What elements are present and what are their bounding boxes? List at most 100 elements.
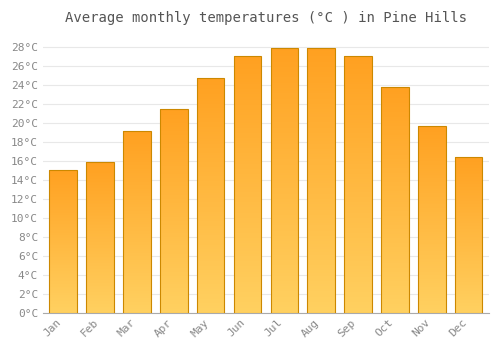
Bar — [455, 300, 482, 302]
Bar — [197, 270, 224, 273]
Bar — [418, 139, 446, 141]
Bar — [123, 245, 151, 247]
Bar — [197, 263, 224, 266]
Bar — [455, 297, 482, 299]
Bar — [308, 233, 335, 236]
Bar — [160, 258, 188, 260]
Bar — [381, 200, 408, 202]
Bar — [160, 250, 188, 252]
Bar — [455, 187, 482, 188]
Bar — [123, 267, 151, 269]
Bar — [50, 278, 77, 280]
Bar — [381, 164, 408, 166]
Bar — [344, 269, 372, 272]
Bar — [50, 281, 77, 282]
Bar — [160, 115, 188, 117]
Bar — [381, 92, 408, 94]
Bar — [308, 292, 335, 294]
Bar — [381, 139, 408, 141]
Bar — [270, 59, 298, 62]
Bar — [344, 282, 372, 285]
Bar — [270, 83, 298, 85]
Bar — [455, 227, 482, 229]
Bar — [197, 223, 224, 226]
Bar — [234, 164, 262, 166]
Bar — [123, 260, 151, 262]
Bar — [455, 239, 482, 241]
Bar — [381, 170, 408, 173]
Bar — [344, 274, 372, 277]
Bar — [86, 284, 114, 286]
Bar — [50, 230, 77, 231]
Bar — [308, 170, 335, 173]
Bar — [270, 215, 298, 217]
Bar — [418, 161, 446, 163]
Bar — [455, 274, 482, 275]
Bar — [418, 204, 446, 206]
Bar — [344, 125, 372, 128]
Bar — [234, 292, 262, 295]
Bar — [160, 160, 188, 162]
Bar — [197, 104, 224, 106]
Bar — [50, 212, 77, 214]
Bar — [160, 113, 188, 115]
Bar — [455, 221, 482, 223]
Bar — [86, 243, 114, 245]
Bar — [123, 276, 151, 278]
Bar — [50, 291, 77, 293]
Bar — [234, 305, 262, 308]
Bar — [270, 186, 298, 188]
Bar — [344, 151, 372, 154]
Bar — [344, 302, 372, 305]
Bar — [418, 268, 446, 270]
Bar — [418, 240, 446, 242]
Bar — [160, 182, 188, 184]
Bar — [308, 93, 335, 96]
Bar — [50, 267, 77, 268]
Bar — [270, 284, 298, 286]
Bar — [234, 310, 262, 313]
Bar — [50, 260, 77, 261]
Bar — [197, 153, 224, 155]
Bar — [270, 207, 298, 210]
Bar — [270, 106, 298, 109]
Bar — [381, 276, 408, 279]
Bar — [381, 180, 408, 182]
Bar — [381, 98, 408, 101]
Bar — [455, 285, 482, 286]
Bar — [381, 279, 408, 281]
Bar — [50, 210, 77, 211]
Bar — [270, 154, 298, 157]
Bar — [123, 187, 151, 189]
Bar — [308, 284, 335, 286]
Bar — [381, 283, 408, 286]
Bar — [197, 202, 224, 205]
Bar — [418, 294, 446, 296]
Bar — [123, 294, 151, 296]
Bar — [160, 225, 188, 227]
Bar — [50, 285, 77, 287]
Bar — [86, 190, 114, 192]
Bar — [50, 287, 77, 288]
Bar — [381, 256, 408, 259]
Bar — [234, 236, 262, 238]
Bar — [344, 120, 372, 123]
Bar — [50, 171, 77, 173]
Bar — [160, 237, 188, 239]
Bar — [86, 233, 114, 234]
Bar — [197, 178, 224, 181]
Bar — [308, 244, 335, 246]
Bar — [418, 126, 446, 313]
Bar — [270, 173, 298, 175]
Bar — [308, 104, 335, 106]
Bar — [50, 184, 77, 186]
Bar — [381, 281, 408, 284]
Bar — [308, 67, 335, 70]
Bar — [418, 279, 446, 281]
Bar — [308, 164, 335, 167]
Bar — [455, 253, 482, 255]
Bar — [234, 289, 262, 292]
Bar — [197, 261, 224, 263]
Bar — [344, 187, 372, 189]
Bar — [86, 242, 114, 243]
